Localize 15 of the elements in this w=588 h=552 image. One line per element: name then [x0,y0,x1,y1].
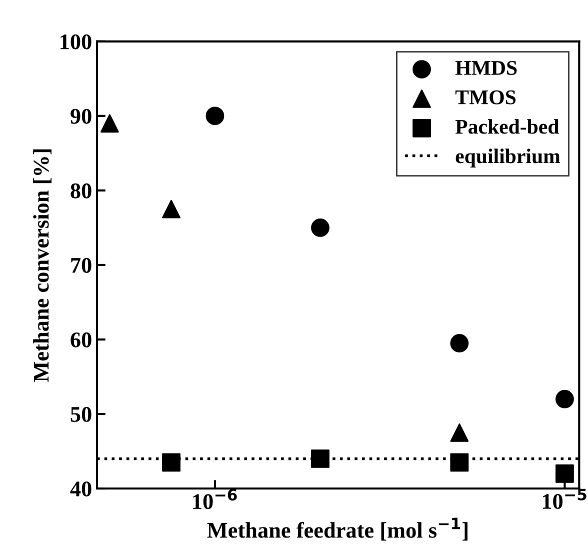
y-axis-title: Methane conversion [%] [33,149,52,382]
y-tick-label: 80 [70,183,92,198]
x-tick-label: 10$^{−6}$ [193,488,237,510]
y-tick-label: 50 [70,406,92,422]
y-tick-label: 40 [70,481,92,496]
x-axis-title: Methane feedrate [mol s$^{−1}$] [207,518,468,541]
x-tick-label: 10$^{−5}$ [542,488,586,509]
y-tick-label: 60 [70,332,92,348]
y-tick-label: 90 [70,108,92,124]
legend-label: equilibrium [456,148,560,168]
y-tick-label: 100 [60,34,92,50]
legend-label: Packed-bed [455,119,560,134]
y-tick-label: 70 [71,258,92,273]
legend-label: HMDS [455,60,517,75]
legend-label: TMOS [455,90,516,104]
